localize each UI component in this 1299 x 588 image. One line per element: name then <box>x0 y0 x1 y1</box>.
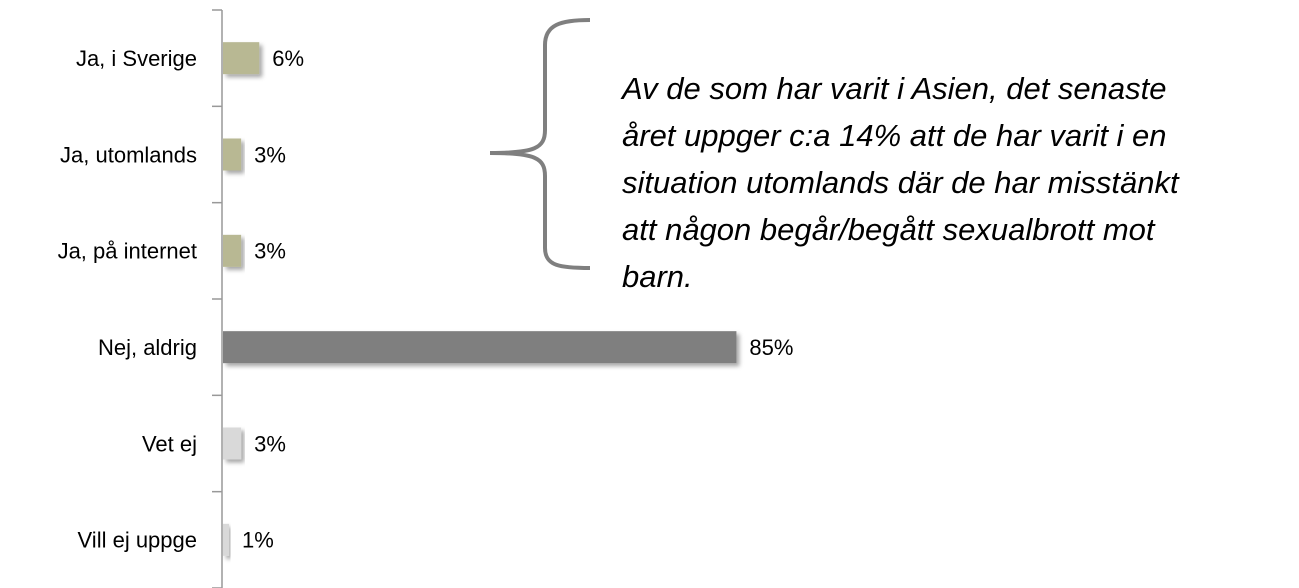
category-label: Ja, i Sverige <box>76 46 197 71</box>
category-label: Ja, på internet <box>58 239 197 264</box>
bar <box>223 523 230 556</box>
annotation-line: barn. <box>622 259 693 294</box>
bar <box>223 331 737 364</box>
value-label: 3% <box>254 239 286 264</box>
bar <box>223 234 242 267</box>
category-label: Nej, aldrig <box>98 335 197 360</box>
value-label: 3% <box>254 431 286 456</box>
category-label: Vet ej <box>142 431 197 456</box>
value-label: 3% <box>254 142 286 167</box>
annotation-line: att någon begår/begått sexualbrott mot <box>622 212 1156 247</box>
value-label: 1% <box>242 528 274 553</box>
category-label: Vill ej uppge <box>78 528 197 553</box>
brace <box>489 18 591 270</box>
bar <box>223 42 260 75</box>
annotation-line: året uppger c:a 14% att de har varit i e… <box>622 118 1167 153</box>
annotation-line: Av de som har varit i Asien, det senaste <box>620 71 1167 106</box>
value-label: 85% <box>749 335 793 360</box>
bar <box>223 427 242 460</box>
category-label: Ja, utomlands <box>60 142 197 167</box>
bar <box>223 138 242 171</box>
annotation-line: situation utomlands där de har misstänkt <box>622 165 1180 200</box>
value-label: 6% <box>272 46 304 71</box>
